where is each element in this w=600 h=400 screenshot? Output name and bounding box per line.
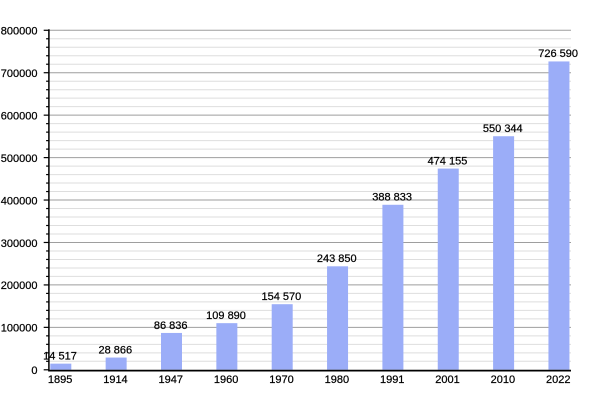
svg-text:700000: 700000	[1, 68, 38, 80]
svg-text:474 155: 474 155	[428, 155, 468, 167]
svg-text:243 850: 243 850	[317, 253, 357, 265]
svg-text:500000: 500000	[1, 153, 38, 165]
svg-text:1947: 1947	[159, 374, 183, 386]
svg-text:388 833: 388 833	[372, 192, 412, 204]
svg-text:14 517: 14 517	[43, 350, 77, 362]
svg-text:86 836: 86 836	[154, 320, 188, 332]
svg-text:300000: 300000	[1, 238, 38, 250]
svg-text:100000: 100000	[1, 323, 38, 335]
svg-text:1895: 1895	[48, 374, 72, 386]
svg-text:600000: 600000	[1, 110, 38, 122]
svg-text:2022: 2022	[546, 374, 570, 386]
svg-text:1960: 1960	[214, 374, 238, 386]
svg-text:0: 0	[31, 365, 37, 377]
svg-text:1914: 1914	[103, 374, 127, 386]
svg-text:800000: 800000	[1, 26, 38, 38]
svg-text:400000: 400000	[1, 195, 38, 207]
svg-text:109 890: 109 890	[206, 310, 246, 322]
svg-text:1991: 1991	[380, 374, 404, 386]
svg-text:28 866: 28 866	[99, 344, 133, 356]
svg-text:154 570: 154 570	[262, 291, 302, 303]
svg-text:1980: 1980	[325, 374, 349, 386]
svg-text:1970: 1970	[269, 374, 293, 386]
svg-text:726 590: 726 590	[538, 48, 578, 60]
svg-text:2001: 2001	[435, 374, 459, 386]
svg-text:200000: 200000	[1, 280, 38, 292]
svg-text:2010: 2010	[491, 374, 515, 386]
svg-text:550 344: 550 344	[483, 123, 523, 135]
